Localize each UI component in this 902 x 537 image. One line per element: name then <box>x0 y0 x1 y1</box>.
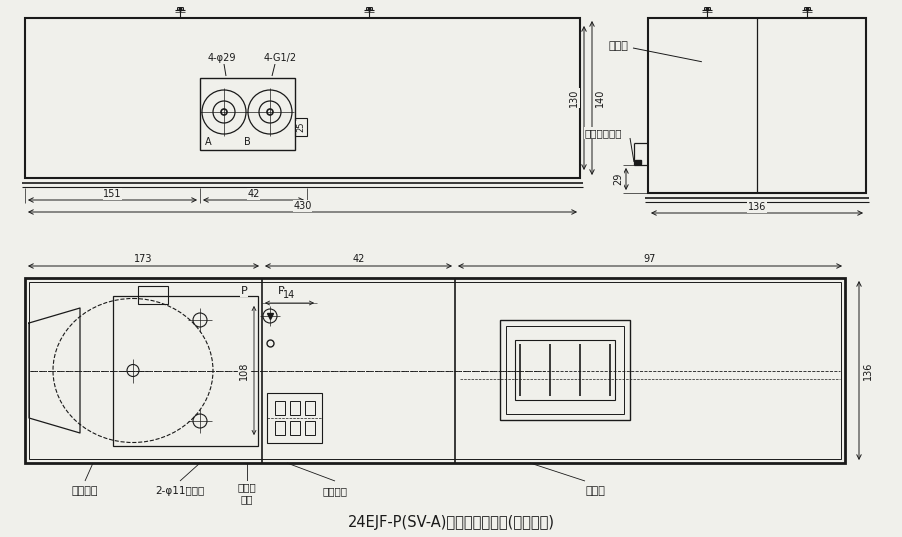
Text: 130: 130 <box>568 89 578 107</box>
Bar <box>29 282 840 459</box>
Text: 29: 29 <box>612 173 622 185</box>
Text: 电源线出线孔: 电源线出线孔 <box>584 128 621 138</box>
Text: 136: 136 <box>747 202 765 212</box>
Text: 14: 14 <box>283 290 295 300</box>
Bar <box>275 401 285 415</box>
Text: 防护罩: 防护罩 <box>607 41 627 51</box>
Bar <box>113 296 258 446</box>
Text: 42: 42 <box>352 254 364 264</box>
Bar <box>290 421 299 435</box>
Bar <box>138 286 168 304</box>
Text: 电源盒: 电源盒 <box>584 486 604 496</box>
Bar <box>505 326 623 414</box>
Text: 136: 136 <box>862 361 872 380</box>
Text: 直流电机: 直流电机 <box>71 486 98 496</box>
Text: 151: 151 <box>103 189 122 199</box>
Text: P: P <box>240 286 247 296</box>
Bar <box>25 18 579 178</box>
Bar <box>199 78 295 150</box>
Text: B: B <box>244 137 250 147</box>
Text: 97: 97 <box>643 254 656 264</box>
Bar <box>500 320 630 420</box>
Text: 行程开关: 行程开关 <box>322 486 347 496</box>
Text: 换向阀
部件: 换向阀 部件 <box>237 482 256 504</box>
Text: 108: 108 <box>239 361 249 380</box>
Bar <box>275 421 285 435</box>
Text: 140: 140 <box>594 89 604 107</box>
Text: 430: 430 <box>293 201 311 211</box>
Text: 42: 42 <box>247 189 260 199</box>
Bar <box>305 421 315 435</box>
Bar <box>648 18 865 193</box>
Bar <box>25 278 844 463</box>
Bar <box>290 401 299 415</box>
Text: R: R <box>278 286 286 296</box>
Text: 25: 25 <box>296 121 305 132</box>
Bar <box>305 401 315 415</box>
Bar <box>295 118 307 136</box>
Text: 4-G1/2: 4-G1/2 <box>263 53 296 63</box>
Text: 2-φ11安装孔: 2-φ11安装孔 <box>155 486 205 496</box>
Text: A: A <box>205 137 211 147</box>
Bar <box>514 340 614 400</box>
Polygon shape <box>634 160 640 164</box>
Bar <box>267 393 322 443</box>
Text: 24EJF-P(SV-A)二位四通換向閥(帶變壓器): 24EJF-P(SV-A)二位四通換向閥(帶變壓器) <box>347 514 554 529</box>
Text: 4-φ29: 4-φ29 <box>207 53 236 63</box>
Text: 173: 173 <box>134 254 152 264</box>
